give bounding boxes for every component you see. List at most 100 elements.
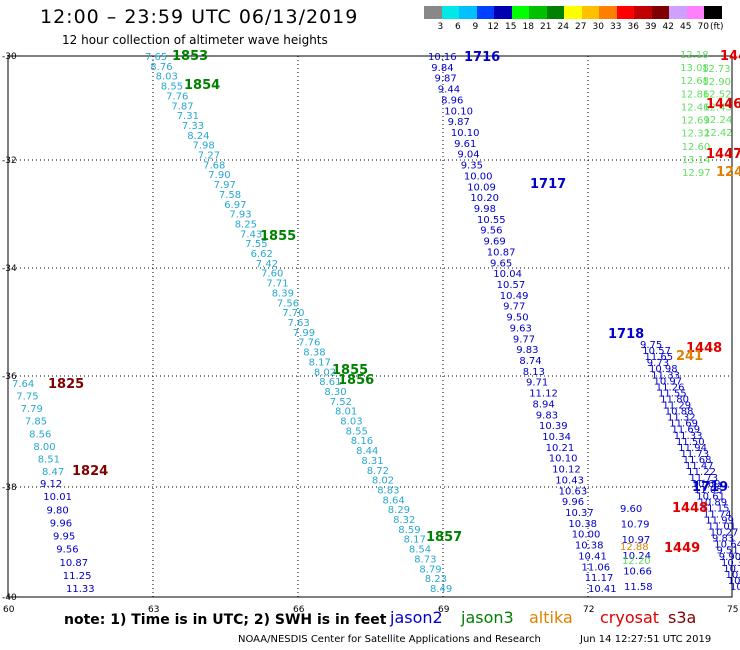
wave-height-value: 8.61 [319, 377, 341, 388]
wave-height-value: 12.20 [622, 556, 651, 567]
wave-height-value: 8.02 [372, 476, 394, 487]
wave-height-value: 8.02 [314, 367, 336, 378]
wave-height-value: 7.56 [277, 298, 299, 309]
pass-time-label: 1855 [332, 363, 368, 378]
scale-swatch [599, 6, 617, 19]
wave-height-value: 8.13 [523, 367, 545, 378]
wave-height-value: 8.64 [383, 495, 405, 506]
wave-height-value: 9.12 [40, 479, 62, 490]
pass-time-label: 1853 [172, 49, 208, 64]
map-subtitle: 12 hour collection of altimeter wave hei… [62, 33, 328, 47]
wave-height-value: 8.94 [533, 399, 555, 410]
wave-height-value: 9.04 [457, 150, 479, 161]
pass-time-label: 1449 [664, 541, 700, 556]
wave-height-value: 9.90 [719, 552, 740, 563]
wave-height-value: 8.56 [29, 429, 51, 440]
wave-height-value: 9.83 [536, 410, 558, 421]
wave-height-value: 10.97 [622, 535, 651, 546]
pass-time-label: 1855 [260, 229, 296, 244]
wave-height-value: 8.55 [161, 82, 183, 93]
wave-height-value: 8.73 [414, 554, 436, 565]
wave-height-value: 10.01 [43, 492, 72, 503]
wave-height-value: 9.95 [53, 532, 75, 543]
wave-height-value: 7.68 [203, 160, 225, 171]
wave-height-value: 10.04 [493, 269, 522, 280]
wave-height-value: 8.32 [393, 515, 415, 526]
wave-height-value: 10.88 [665, 407, 694, 418]
wave-height-value: 8.51 [38, 454, 60, 465]
wave-height-value: 10.41 [578, 551, 607, 562]
wave-height-value: 7.65 [145, 52, 167, 63]
pass-time-label: 1825 [48, 377, 84, 392]
scale-label: 15 [505, 22, 517, 32]
scale-label: 39 [645, 22, 657, 32]
wave-height-value: 7.75 [16, 392, 38, 403]
scale-swatch [704, 6, 722, 19]
wave-height-value: 8.44 [356, 446, 378, 457]
wave-height-value: 11.17 [585, 573, 614, 584]
wave-height-value: 8.38 [303, 348, 325, 359]
wave-height-value: 7.33 [182, 121, 204, 132]
pass-time-label: 1446 [706, 97, 740, 112]
wave-height-value: 12.90 [702, 77, 731, 88]
wave-height-value: 11.73 [681, 449, 710, 460]
wave-height-value: 7.79 [21, 404, 43, 415]
wave-height-value: 10.37 [565, 508, 594, 519]
wave-height-value: 7.43 [240, 229, 262, 240]
scale-label: (ft) [710, 22, 724, 32]
scale-label: 30 [592, 22, 604, 32]
longitude-label: 75 [727, 605, 738, 615]
wave-height-value: 7.70 [282, 308, 304, 319]
wave-height-value: 8.49 [430, 584, 452, 595]
wave-height-value: 11.74 [703, 509, 732, 520]
wave-height-value: 9.83 [712, 534, 734, 545]
pass-time-label: 1447 [706, 147, 740, 162]
wave-height-value: 9.83 [516, 345, 538, 356]
wave-height-value: 10.63 [559, 486, 588, 497]
scale-label: 12 [487, 22, 499, 32]
wave-height-value: 10.34 [542, 432, 571, 443]
latitude-label: -34 [2, 264, 17, 274]
wave-height-value: 8.23 [425, 574, 447, 585]
wave-height-value: 7.97 [214, 180, 236, 191]
latitude-label: -38 [2, 483, 17, 493]
wave-height-value: 10.12 [552, 465, 581, 476]
wave-height-value: 7.64 [12, 379, 34, 390]
wave-height-value: 11.32 [667, 413, 696, 424]
map-title: 12:00 – 23:59 UTC 06/13/2019 [40, 6, 359, 28]
scale-label: 3 [437, 22, 444, 32]
scale-label: 6 [455, 22, 461, 32]
wave-height-value: 12.46 [681, 102, 710, 113]
wave-height-value: 12.97 [682, 168, 711, 179]
pass-time-label: 1719 [692, 480, 728, 495]
wave-height-value: 10.98 [649, 364, 678, 375]
wave-height-value: 11.26 [656, 382, 685, 393]
wave-height-value: 9.71 [526, 378, 548, 389]
wave-height-value: 11.69 [669, 419, 698, 430]
wave-height-value: 13.14 [682, 155, 711, 166]
wave-height-value: 11.33 [66, 584, 95, 595]
wave-height-value: 10.27 [710, 528, 739, 539]
wave-height-value: 8.39 [272, 288, 294, 299]
scale-swatch [686, 6, 704, 19]
wave-height-value: 10.61 [696, 491, 725, 502]
scale-swatch [441, 6, 459, 19]
wave-height-value: 10.43 [555, 475, 584, 486]
pass-time-label: 1717 [530, 177, 566, 192]
legend-entry-jason2: jason2 [390, 608, 443, 627]
wave-height-value: 7.76 [166, 91, 188, 102]
pass-time-label: 1857 [426, 530, 462, 545]
footer-note: note: 1) Time is in UTC; 2) SWH is in fe… [64, 612, 387, 628]
wave-height-value: 10.38 [575, 541, 604, 552]
wave-height-value: 7.42 [256, 259, 278, 270]
wave-height-value: 12.69 [681, 116, 710, 127]
wave-height-value: 6.97 [224, 200, 246, 211]
wave-height-value: 8.74 [519, 356, 541, 367]
scale-label: 9 [472, 22, 479, 32]
wave-height-value: 7.27 [198, 151, 220, 162]
wave-height-value: 10.49 [500, 291, 529, 302]
wave-height-value: 12.60 [682, 142, 711, 153]
wave-height-value: 12.86 [681, 89, 710, 100]
wave-height-value: 12.32 [681, 129, 710, 140]
wave-height-value: 10.87 [487, 247, 516, 258]
